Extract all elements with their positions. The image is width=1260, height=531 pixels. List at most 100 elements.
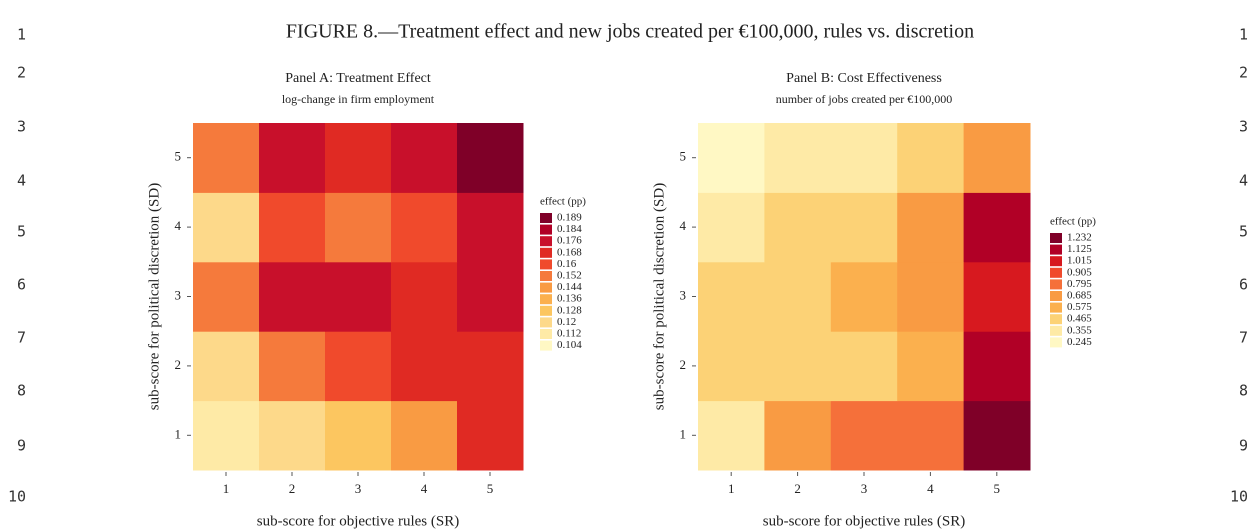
heatmap-cell [830,123,898,193]
heatmap-cell [259,192,326,263]
line-number: 1 [17,26,26,44]
heatmap-cell [457,123,524,193]
legend-swatch [540,224,552,235]
panel-subtitle: number of jobs created per €100,000 [776,92,953,106]
legend-swatch [1050,233,1062,243]
legend-swatch [540,213,552,223]
x-tick-label: 5 [487,481,494,496]
legend-label: 0.168 [557,246,582,258]
legend-swatch [1050,279,1062,290]
line-number: 5 [17,223,26,241]
legend-label: 0.245 [1067,336,1092,348]
legend-label: 0.575 [1067,301,1092,313]
legend-label: 0.144 [557,281,582,293]
x-tick-label: 2 [289,481,296,496]
y-axis-label: sub-score for political discretion (SD) [146,183,162,410]
heatmap-cell [457,331,524,402]
line-number: 6 [1239,276,1248,294]
legend-label: 0.176 [557,235,582,247]
heatmap-cell [698,123,765,193]
legend-label: 0.795 [1067,278,1092,290]
line-number: 7 [1239,329,1248,347]
panel-title: Panel A: Treatment Effect [285,71,431,86]
legend-label: 0.184 [557,223,582,235]
y-tick-label: 5 [175,149,182,164]
legend-label: 0.189 [557,212,582,224]
heatmap-cell [193,261,260,332]
line-number: 10 [1230,488,1248,506]
panel-subtitle: log-change in firm employment [282,92,435,106]
legend-label: 0.104 [557,339,582,351]
legend-title: effect (pp) [1050,216,1096,228]
heatmap-cell [764,192,832,263]
legend-label: 0.136 [557,293,582,305]
x-tick-label: 3 [861,481,868,496]
x-tick-label: 4 [421,481,428,496]
heatmap-cell [259,400,326,471]
heatmap-cell [698,400,765,471]
x-tick-label: 2 [794,481,801,496]
legend-swatch [1050,291,1062,301]
heatmap-cell [391,261,458,332]
legend-swatch [1050,244,1062,255]
heatmap-cell [830,331,898,402]
legend-swatch [540,329,552,339]
heatmap-cell [325,261,392,332]
heatmap-cell [325,123,392,193]
heatmap-cell [764,261,832,332]
line-number: 8 [17,382,26,400]
legend-label: 0.112 [557,328,581,340]
legend-label: 0.16 [557,258,577,270]
x-tick-label: 4 [927,481,934,496]
legend-label: 1.232 [1067,232,1092,244]
x-tick-label: 1 [728,481,735,496]
legend-label: 0.128 [557,304,582,316]
line-number: 2 [1239,64,1248,82]
heatmap-cell [391,123,458,193]
heatmap-cell [897,123,965,193]
heatmap-cell [897,400,965,471]
heatmap-cell [963,400,1031,471]
legend-label: 0.465 [1067,313,1092,325]
x-tick-label: 3 [355,481,362,496]
x-tick-label: 5 [994,481,1001,496]
legend-label: 0.685 [1067,290,1092,302]
legend-swatch [540,259,552,270]
x-axis-label: sub-score for objective rules (SR) [257,513,459,529]
y-tick-label: 1 [680,426,687,441]
heatmap-cell [325,331,392,402]
heatmap-cell [193,192,260,263]
heatmap-cell [193,400,260,471]
y-tick-label: 5 [680,149,687,164]
legend-label: 1.015 [1067,255,1092,267]
legend-swatch [1050,256,1062,267]
y-tick-label: 2 [680,357,687,372]
y-tick-label: 1 [175,426,182,441]
heatmap-cell [391,400,458,471]
heatmap-cell [764,331,832,402]
line-number: 2 [17,64,26,82]
legend-swatch [1050,302,1062,313]
caption: FIGURE 8.—Treatment effect and new jobs … [286,21,974,43]
heatmap-cell [193,331,260,402]
legend-label: 0.12 [557,316,576,328]
x-axis-label: sub-score for objective rules (SR) [763,513,965,529]
heatmap-cell [897,331,965,402]
heatmap-cell [764,400,832,471]
legend-swatch [540,271,552,281]
heatmap-cell [897,192,965,263]
heatmap-cell [698,192,765,263]
line-number: 10 [8,488,26,506]
heatmap-cell [830,192,898,263]
heatmap-cell [830,261,898,332]
legend-swatch [540,305,552,316]
legend-label: 0.905 [1067,266,1092,278]
line-number: 7 [17,329,26,347]
legend-swatch [1050,267,1062,278]
line-number: 6 [17,276,26,294]
y-tick-label: 4 [175,218,182,233]
panel-title: Panel B: Cost Effectiveness [786,71,942,86]
legend-label: 0.355 [1067,324,1092,336]
heatmap-cell [830,400,898,471]
